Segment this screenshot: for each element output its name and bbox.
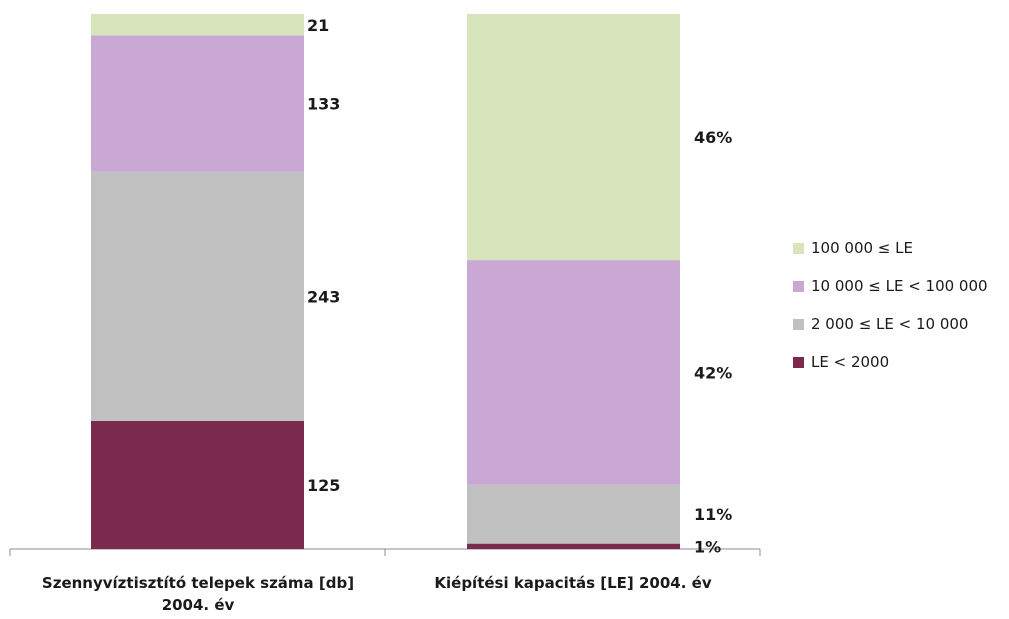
- data-label: 11%: [694, 505, 732, 524]
- x-tick-label: Kiépítési kapacitás [LE] 2004. év: [434, 574, 712, 592]
- legend-item: 100 000 ≤ LE: [793, 238, 988, 258]
- legend-label: 2 000 ≤ LE < 10 000: [811, 315, 969, 333]
- legend-swatch: [793, 280, 804, 292]
- legend-item: LE < 2000: [793, 352, 988, 372]
- bar-segment: [467, 14, 680, 261]
- data-label: 243: [307, 287, 340, 306]
- legend-label: LE < 2000: [811, 353, 890, 371]
- data-label: 42%: [694, 363, 732, 382]
- bar-segment: [91, 14, 304, 36]
- legend-item: 2 000 ≤ LE < 10 000: [793, 314, 988, 334]
- bar-segment: [91, 420, 304, 549]
- bar-segment: [91, 35, 304, 172]
- data-label: 46%: [694, 128, 732, 147]
- legend-swatch: [793, 356, 804, 368]
- legend-item: 10 000 ≤ LE < 100 000: [793, 276, 988, 296]
- data-label: 133: [307, 95, 340, 114]
- data-label: 125: [307, 476, 340, 495]
- legend-swatch: [793, 242, 804, 254]
- data-label: 21: [307, 16, 329, 35]
- bar-segment: [467, 484, 680, 544]
- x-tick-label: Szennyvíztisztító telepek száma [db] 200…: [41, 574, 355, 614]
- bar-segment: [467, 260, 680, 485]
- bar-segment: [467, 543, 680, 549]
- bar-segment: [91, 171, 304, 421]
- legend-swatch: [793, 318, 804, 330]
- data-label: 1%: [694, 537, 721, 556]
- legend-label: 100 000 ≤ LE: [811, 239, 913, 257]
- legend-label: 10 000 ≤ LE < 100 000: [811, 277, 988, 295]
- legend: 100 000 ≤ LE 10 000 ≤ LE < 100 000 2 000…: [793, 238, 988, 390]
